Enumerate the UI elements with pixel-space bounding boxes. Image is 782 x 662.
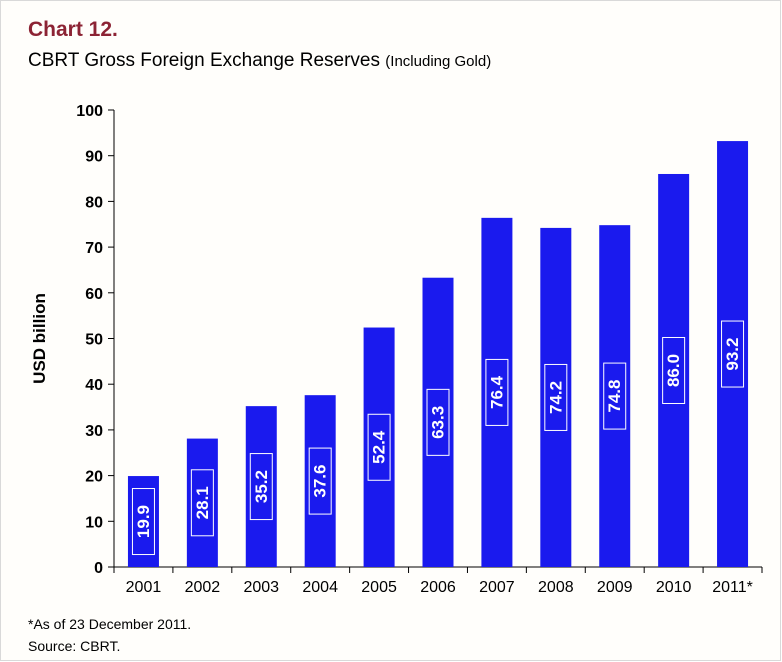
data-label-box xyxy=(367,413,391,481)
data-label-box xyxy=(544,363,568,431)
y-tick-label: 0 xyxy=(94,560,103,577)
footnote-source: Source: CBRT. xyxy=(28,638,121,654)
bar-chart: 0 10 20 30 40 50 60 70 80 90 100 USD billion 2001 19.… xyxy=(30,103,763,596)
x-tick-label: 2009 xyxy=(597,579,633,596)
chart-title: CBRT Gross Foreign Exchange Reserves (In… xyxy=(28,50,491,72)
data-label: 37.6 xyxy=(311,465,330,498)
x-tick-label: 2006 xyxy=(420,579,456,596)
data-label-box xyxy=(721,320,745,388)
chart-title-main: CBRT Gross Foreign Exchange Reserves xyxy=(28,50,381,71)
data-label-box xyxy=(662,336,686,404)
chart-title-suffix: (Including Gold) xyxy=(385,53,492,70)
data-label: 76.4 xyxy=(487,375,506,409)
x-tick-label: 2003 xyxy=(243,579,279,596)
data-label: 19.9 xyxy=(134,505,153,538)
data-label-box xyxy=(190,469,214,537)
data-label-box xyxy=(603,362,627,430)
x-tick-label: 2004 xyxy=(302,579,338,596)
x-tick-label: 2008 xyxy=(538,579,574,596)
data-label: 35.2 xyxy=(252,470,271,503)
data-label: 63.3 xyxy=(429,406,448,439)
chart-number: Chart 12. xyxy=(28,18,118,41)
data-label: 28.1 xyxy=(193,486,212,519)
y-tick-label: 30 xyxy=(85,423,103,440)
y-tick-label: 50 xyxy=(85,332,103,349)
y-tick-label: 40 xyxy=(85,377,103,394)
data-label-box xyxy=(249,453,273,521)
x-tick-label: 2001 xyxy=(126,579,162,596)
x-tick-label: 2011* xyxy=(712,579,753,596)
y-tick-label: 70 xyxy=(85,240,103,257)
data-label-box xyxy=(426,388,450,456)
data-label: 93.2 xyxy=(723,337,742,370)
y-tick-label: 80 xyxy=(85,194,103,211)
y-axis-label: USD billion xyxy=(30,293,49,384)
footnote-note: *As of 23 December 2011. xyxy=(28,616,192,632)
x-tick-label: 2007 xyxy=(479,579,515,596)
y-tick-label: 20 xyxy=(85,469,103,486)
x-tick-label: 2002 xyxy=(185,579,221,596)
y-tick-label: 90 xyxy=(85,149,103,166)
x-tick-label: 2010 xyxy=(656,579,692,596)
x-tick-label: 2005 xyxy=(361,579,397,596)
y-tick-label: 100 xyxy=(76,103,103,120)
data-label: 86.0 xyxy=(664,354,683,387)
data-label-box xyxy=(131,488,155,556)
data-label-box xyxy=(308,447,332,515)
data-label: 74.2 xyxy=(546,381,565,414)
y-tick-label: 60 xyxy=(85,286,103,303)
data-label: 74.8 xyxy=(605,380,624,413)
y-tick-label: 10 xyxy=(85,514,103,531)
data-label: 52.4 xyxy=(370,430,389,464)
data-label-box xyxy=(485,358,509,426)
